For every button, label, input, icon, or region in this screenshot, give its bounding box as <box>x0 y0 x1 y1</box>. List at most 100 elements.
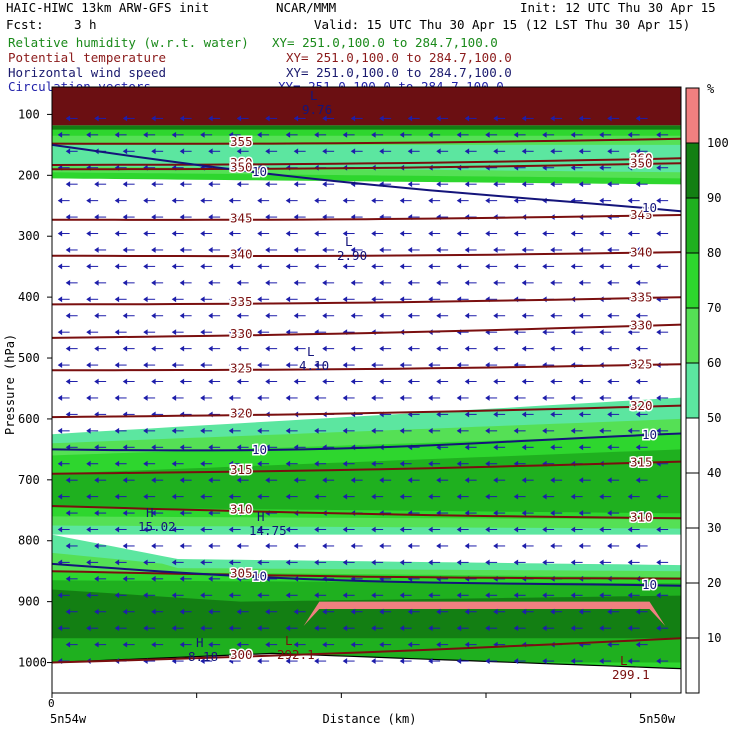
wind-vector-head <box>464 115 470 122</box>
wind-vector-head <box>285 526 291 533</box>
wind-vector-head <box>65 444 71 451</box>
wind-vector-head <box>371 395 376 401</box>
wind-vector-head <box>371 197 376 204</box>
wind-vector-head <box>257 296 262 303</box>
wind-vector-head <box>428 296 433 303</box>
wind-vector-head <box>542 592 547 599</box>
wind-vector-head <box>314 362 319 369</box>
wind-vector-head <box>371 658 376 665</box>
wind-vector-head <box>342 526 348 533</box>
wind-vector-head <box>379 345 384 352</box>
wind-vector-head <box>293 608 299 615</box>
y-tick-label: 1000 <box>18 656 47 670</box>
wind-vector-head <box>208 641 213 648</box>
wind-vector-head <box>200 131 205 138</box>
wind-vector-head <box>399 263 405 270</box>
wind-vector-head <box>179 510 185 517</box>
wind-vector-head <box>578 411 584 418</box>
wind-vector-head <box>513 658 519 665</box>
wind-vector-head <box>171 296 177 303</box>
colorbar-label: 90 <box>707 191 721 205</box>
wind-vector-head <box>399 427 405 434</box>
wind-vector-head <box>436 608 441 615</box>
wind-vector-head <box>550 510 555 517</box>
wind-vector-head <box>143 329 148 336</box>
wind-vector-head <box>371 460 376 467</box>
wind-vector-head <box>456 296 462 303</box>
wind-vector-head <box>656 230 661 237</box>
theta-label-325: 325 <box>630 356 653 371</box>
wind-vector-head <box>656 263 661 270</box>
wind-vector-head <box>350 148 356 155</box>
wind-vector-head <box>265 378 270 385</box>
wind-vector-head <box>436 247 441 253</box>
wind-vector-head <box>521 411 527 418</box>
wind-vector-head <box>485 362 490 369</box>
wind-vector-head <box>379 608 384 615</box>
theta-label-335: 335 <box>630 290 653 305</box>
theta-label-325: 325 <box>230 360 253 375</box>
wind-vector-head <box>228 592 234 599</box>
wind-vector-head <box>627 526 633 533</box>
wind-vector-head <box>265 543 270 549</box>
wind-vector-head <box>627 329 633 336</box>
wind-vector-head <box>114 460 120 467</box>
wind-vector-head <box>550 115 555 122</box>
wind-vector-head <box>65 543 71 549</box>
wind-vector-head <box>65 115 71 122</box>
theta-contour-320 <box>52 404 681 419</box>
wind-vector-head <box>114 395 120 401</box>
theta-label-360: 360 <box>630 151 653 166</box>
wind-vector-head <box>428 625 433 632</box>
wind-vector-head <box>228 131 234 138</box>
wind-vector-head <box>578 247 584 253</box>
wind-vector-head <box>228 559 234 566</box>
wind-vector-head <box>570 559 576 566</box>
wind-vector-head <box>456 131 462 138</box>
wind-vector-head <box>578 378 584 385</box>
wind-vector-head <box>228 362 234 369</box>
extremum-value: 292.1 <box>277 647 315 662</box>
wind-vector-head <box>86 625 91 632</box>
wind-vector-head <box>257 658 262 665</box>
wind-vector-head <box>293 641 299 648</box>
wind-vector-head <box>257 362 262 369</box>
wind-vector-head <box>379 543 384 549</box>
wind-vector-head <box>464 312 470 319</box>
wind-vector-head <box>656 197 661 204</box>
wind-label-10: 10 <box>252 569 267 584</box>
wind-vector-head <box>257 592 262 599</box>
wind-vector-head <box>179 115 185 122</box>
wind-vector-head <box>86 329 91 336</box>
wind-vector-head <box>521 279 527 286</box>
wind-vector-head <box>456 559 462 566</box>
wind-contour-10 <box>52 143 681 213</box>
wind-vector-head <box>513 460 519 467</box>
wind-vector-head <box>607 148 612 155</box>
wind-vector-head <box>342 625 348 632</box>
wind-vector-head <box>627 164 633 171</box>
wind-vector-head <box>171 493 177 500</box>
wind-vector-head <box>57 427 63 434</box>
wind-vector-head <box>456 395 462 401</box>
wind-vector-head <box>542 559 547 566</box>
wind-vector-head <box>151 378 156 385</box>
wind-vector-head <box>257 526 262 533</box>
theta-contour-315 <box>52 460 681 475</box>
wind-vector-head <box>257 230 262 237</box>
wind-vector-head <box>228 329 234 336</box>
wind-vector-head <box>151 279 156 286</box>
wind-vector-head <box>607 279 612 286</box>
wind-vector-head <box>200 526 205 533</box>
wind-vector-head <box>265 312 270 319</box>
wind-vector-head <box>65 247 71 253</box>
wind-vector-head <box>342 395 348 401</box>
wind-vector-head <box>257 427 262 434</box>
wind-vector-head <box>456 658 462 665</box>
wind-vector-head <box>322 378 327 385</box>
wind-vector-head <box>171 230 177 237</box>
wind-vector-head <box>513 493 519 500</box>
wind-vector-head <box>407 312 413 319</box>
extremum-symbol: L <box>620 653 628 668</box>
